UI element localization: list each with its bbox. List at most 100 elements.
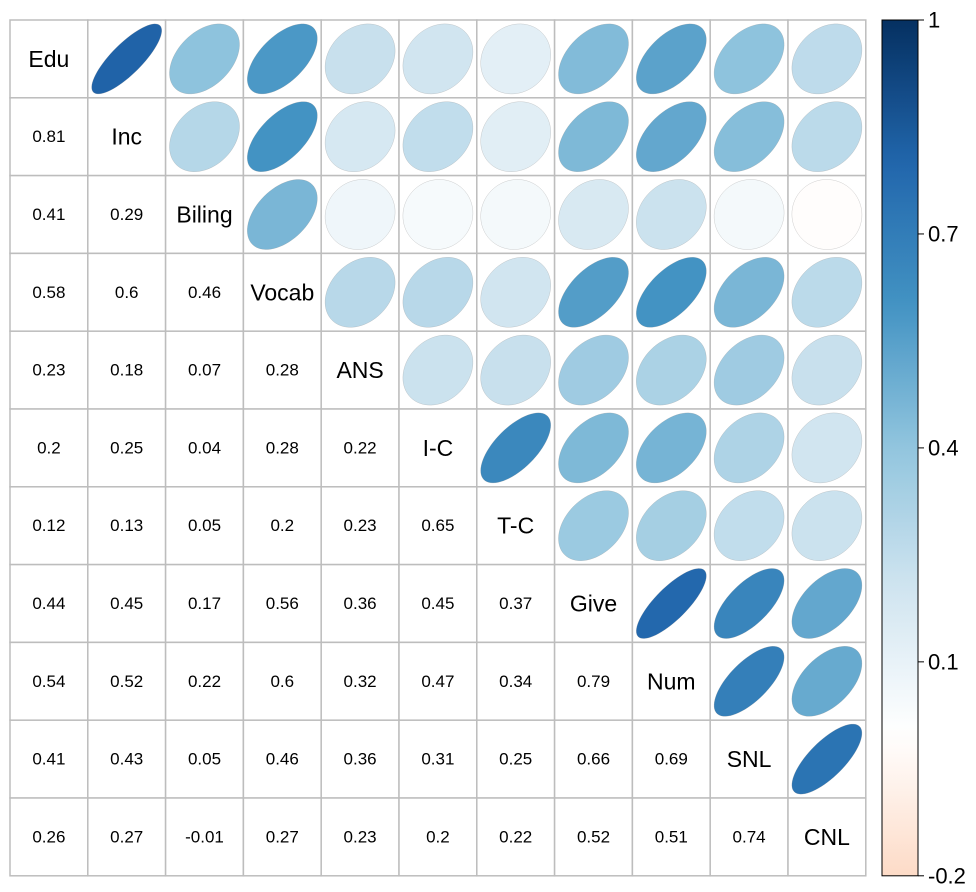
variable-label: SNL [727,746,772,772]
correlation-label: 0.56 [266,594,299,613]
correlation-label: 0.45 [110,594,143,613]
colorbar [881,19,919,877]
correlation-ellipse [791,179,863,250]
correlation-label: 0.54 [32,672,65,691]
cell [553,719,634,799]
correlation-ellipse [169,23,240,95]
cell [709,719,789,799]
correlation-label: 0.17 [188,594,221,613]
cell [87,486,167,566]
variable-label: Num [647,668,696,694]
correlation-ellipse [402,334,474,406]
cell [164,174,245,255]
cell [476,486,556,566]
correlation-ellipse [402,23,474,95]
correlation-ellipse [636,412,707,484]
correlation-label: 0.31 [421,750,454,769]
cell [164,252,245,332]
cell [476,563,556,644]
correlation-label: 0.52 [110,672,143,691]
correlation-label: 0.45 [421,594,454,613]
correlation-ellipse [324,101,396,172]
correlation-label: 0.65 [421,516,454,535]
cell [553,563,634,644]
correlation-ellipse [713,568,785,639]
cell [164,797,245,877]
cell [320,330,400,410]
correlation-label: 0.28 [266,438,299,457]
correlation-label: 0.2 [426,827,450,846]
variable-label: I-C [423,435,454,461]
correlation-label: 0.79 [577,672,610,691]
correlation-ellipse [713,101,785,172]
correlation-ellipse [636,490,707,561]
correlation-label: 0.69 [655,750,688,769]
correlation-ellipse [713,179,785,250]
correlation-label: 0.12 [32,516,65,535]
correlation-label: 0.13 [110,516,143,535]
correlation-label: 0.43 [110,750,143,769]
cell [87,97,167,177]
cell [398,563,478,644]
correlation-ellipse [558,257,629,328]
cell [787,797,867,877]
correlation-label: 0.05 [188,516,221,535]
correlation-label: 0.23 [344,827,377,846]
cell [164,330,245,410]
colorbar-tick-label: 1 [928,8,940,33]
correlation-ellipse [713,646,785,717]
cell [87,563,167,644]
correlation-label: 0.23 [32,361,65,380]
correlation-label: -0.01 [185,827,224,846]
correlation-ellipse [791,23,863,95]
cell [242,330,322,410]
cell [476,797,556,877]
correlation-ellipse [91,23,162,95]
correlation-label: 0.36 [344,750,377,769]
correlation-ellipse [558,179,629,250]
correlation-ellipse [480,257,551,328]
cell [631,719,711,799]
correlation-label: 0.04 [188,438,221,457]
correlation-ellipse [247,23,318,95]
correlation-ellipse [480,23,551,95]
correlation-label: 0.81 [32,127,65,146]
correlation-label: 0.28 [266,361,299,380]
correlation-label: 0.23 [344,516,377,535]
correlation-label: 0.2 [37,438,61,457]
cell [320,563,400,644]
cell [87,408,167,488]
correlation-label: 0.6 [270,672,294,691]
correlation-ellipse [480,101,551,172]
correlation-ellipse [713,490,785,561]
correlation-label: 0.29 [110,205,143,224]
correlation-ellipse [636,179,707,250]
correlation-label: 0.41 [32,205,65,224]
correlation-ellipse [713,412,785,484]
cell [242,719,322,799]
cell [320,486,400,566]
correlation-ellipse [791,101,863,172]
correlation-label: 0.18 [110,361,143,380]
cell [631,641,711,721]
cell [398,719,478,799]
cell [87,719,167,799]
cell [320,797,400,877]
cell [242,641,322,721]
correlation-label: 0.22 [499,827,532,846]
cell [320,719,400,799]
correlation-ellipse [402,257,474,328]
correlation-label: 0.46 [188,283,221,302]
cell [320,641,400,721]
colorbar-tick-label: 0.7 [928,221,959,246]
correlation-label: 0.51 [655,827,688,846]
correlation-label: 0.05 [188,750,221,769]
correlation-label: 0.58 [32,283,65,302]
correlation-label: 0.22 [344,438,377,457]
correlation-label: 0.25 [499,750,532,769]
variable-label: Vocab [250,279,314,305]
correlation-ellipse [713,23,785,95]
correlation-label: 0.32 [344,672,377,691]
correlation-ellipse [402,179,474,250]
